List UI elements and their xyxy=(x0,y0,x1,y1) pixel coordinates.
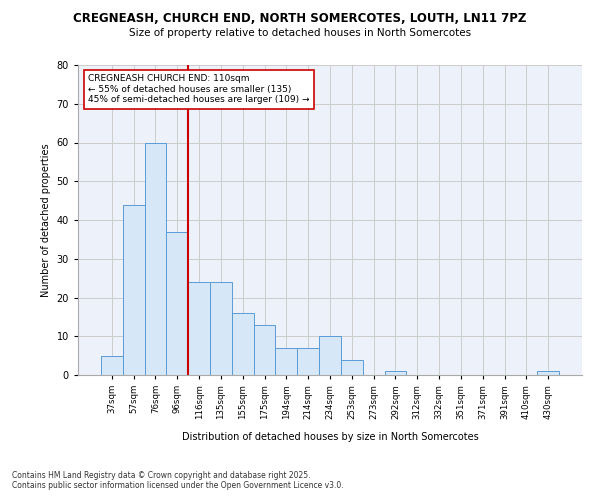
Bar xyxy=(166,232,188,375)
Bar xyxy=(254,324,275,375)
Bar xyxy=(123,204,145,375)
Text: CREGNEASH CHURCH END: 110sqm
← 55% of detached houses are smaller (135)
45% of s: CREGNEASH CHURCH END: 110sqm ← 55% of de… xyxy=(88,74,310,104)
Text: Size of property relative to detached houses in North Somercotes: Size of property relative to detached ho… xyxy=(129,28,471,38)
Bar xyxy=(232,313,254,375)
Text: CREGNEASH, CHURCH END, NORTH SOMERCOTES, LOUTH, LN11 7PZ: CREGNEASH, CHURCH END, NORTH SOMERCOTES,… xyxy=(73,12,527,26)
Bar xyxy=(385,371,406,375)
Bar xyxy=(145,142,166,375)
Bar xyxy=(341,360,363,375)
Bar xyxy=(297,348,319,375)
Bar xyxy=(188,282,210,375)
Text: Distribution of detached houses by size in North Somercotes: Distribution of detached houses by size … xyxy=(182,432,478,442)
Y-axis label: Number of detached properties: Number of detached properties xyxy=(41,143,51,297)
Bar xyxy=(537,371,559,375)
Bar xyxy=(210,282,232,375)
Bar xyxy=(319,336,341,375)
Bar xyxy=(101,356,123,375)
Bar xyxy=(275,348,297,375)
Text: Contains HM Land Registry data © Crown copyright and database right 2025.
Contai: Contains HM Land Registry data © Crown c… xyxy=(12,470,344,490)
